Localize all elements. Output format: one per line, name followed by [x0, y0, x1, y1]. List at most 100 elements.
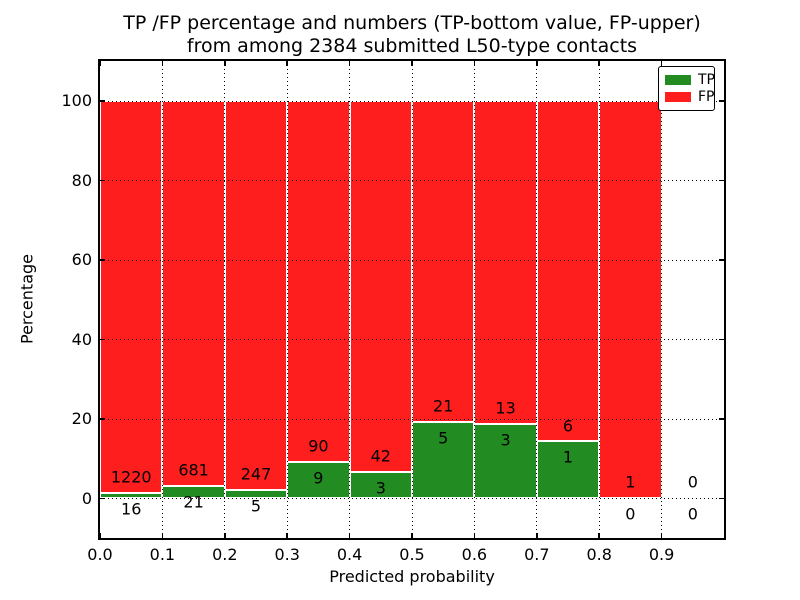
x-tick-label: 0.9 — [648, 545, 675, 564]
legend-item-fp: FP — [665, 90, 715, 104]
x-tick-label: 0.4 — [336, 545, 363, 564]
y-gridline — [100, 259, 724, 261]
plot-area: 1220 16 681 21 247 5 90 9 42 3 21 5 13 3 6 1 1 0 0 0 — [98, 59, 726, 540]
fp-count-label: 21 — [433, 396, 454, 416]
fp-count-label: 42 — [370, 446, 391, 466]
tp-count-label: 5 — [438, 428, 449, 448]
x-gridline — [661, 61, 663, 538]
fp-count-label: 1 — [625, 472, 636, 492]
y-tick-label: 80 — [71, 170, 92, 190]
legend-label-tp: TP — [698, 71, 715, 88]
x-tickmark-top — [348, 61, 351, 66]
x-tickmark-top — [411, 61, 413, 66]
y-tickmark-left — [100, 100, 105, 102]
x-tick-label: 0.1 — [149, 545, 176, 564]
x-gridline — [536, 61, 538, 538]
bar-segment-tp — [412, 421, 475, 499]
bar-segment-fp — [412, 100, 475, 422]
tp-count-label: 5 — [250, 496, 262, 516]
bar-segment-tp — [536, 441, 600, 499]
y-gridline — [100, 498, 724, 500]
bar-segment-fp — [224, 100, 288, 491]
y-tickmark-left — [100, 338, 105, 340]
y-gridline — [100, 180, 724, 182]
x-tickmark-top — [536, 61, 538, 66]
x-tick-label: 0.5 — [399, 545, 425, 564]
x-tick-label: 0.6 — [461, 545, 488, 564]
x-tickmark-top — [286, 61, 288, 66]
chart-title: TP /FP percentage and numbers (TP-bottom… — [100, 12, 724, 58]
y-tickmark-right — [719, 259, 724, 261]
y-tick-label: 20 — [71, 409, 92, 429]
x-tick-label: 0.8 — [586, 545, 612, 564]
x-tickmark-top — [660, 61, 663, 66]
tp-count-label: 3 — [500, 430, 511, 450]
x-tickmark-top — [99, 61, 101, 66]
y-tickmark-left — [100, 497, 105, 499]
tp-count-label: 9 — [313, 468, 324, 488]
legend: TP FP — [658, 66, 715, 111]
x-tickmark-top — [598, 61, 600, 66]
fp-count-label: 0 — [687, 472, 698, 492]
y-gridline — [100, 418, 724, 420]
y-tickmark-right — [719, 418, 724, 420]
x-tickmark-bottom — [161, 533, 164, 538]
x-tickmark-bottom — [660, 533, 663, 538]
tp-count-label: 3 — [375, 478, 386, 498]
x-tick-label: 0.0 — [87, 545, 113, 564]
chart-title-line1: TP /FP percentage and numbers (TP-bottom… — [123, 12, 701, 34]
bar-segment-tp — [474, 423, 537, 499]
bar-segment-fp — [349, 100, 412, 472]
x-tickmark-bottom — [348, 533, 351, 538]
y-tick-label: 0 — [81, 488, 92, 508]
bar-segment-tp — [349, 471, 412, 499]
bar-segment-tp — [100, 493, 163, 499]
tp-count-label: 0 — [687, 504, 698, 524]
x-gridline — [598, 61, 600, 538]
y-tick-label: 40 — [71, 329, 92, 349]
fp-count-label: 90 — [308, 436, 329, 456]
x-axis-label: Predicted probability — [329, 567, 495, 586]
y-tickmark-left — [100, 418, 105, 420]
chart-title-line2: from among 2384 submitted L50-type conta… — [186, 35, 638, 57]
bar-segment-tp — [162, 486, 225, 499]
x-tickmark-top — [473, 61, 476, 66]
y-gridline — [100, 339, 724, 341]
bar-segment-fp — [162, 100, 225, 487]
bar-segment-tp — [224, 490, 288, 499]
y-tickmark-right — [719, 179, 724, 181]
x-tick-label: 0.3 — [274, 545, 300, 564]
fp-color-swatch — [665, 92, 691, 103]
tp-count-label: 21 — [183, 492, 204, 512]
x-tickmark-top — [161, 61, 164, 66]
y-tickmark-left — [100, 259, 105, 261]
bar-segment-fp — [100, 100, 163, 494]
y-tickmark-right — [719, 100, 724, 102]
legend-label-fp: FP — [698, 89, 715, 106]
x-gridline — [224, 61, 226, 538]
bar-segment-fp — [536, 100, 600, 442]
y-tickmark-right — [719, 338, 724, 340]
tp-count-label: 16 — [121, 499, 142, 519]
x-tickmark-bottom — [99, 533, 101, 538]
fp-count-label: 1220 — [110, 467, 152, 487]
x-gridline — [286, 61, 288, 538]
bar-segment-tp — [287, 462, 350, 499]
y-gridline — [100, 100, 724, 102]
y-tickmark-right — [719, 497, 724, 499]
fp-count-label: 247 — [240, 464, 272, 484]
y-tick-label: 100 — [61, 91, 92, 111]
x-tick-label: 0.7 — [524, 545, 550, 564]
x-gridline — [161, 61, 163, 538]
fp-count-label: 6 — [562, 416, 574, 436]
x-tickmark-bottom — [536, 533, 538, 538]
x-tickmark-bottom — [411, 533, 413, 538]
tp-count-label: 0 — [625, 504, 636, 524]
bar-segment-fp — [474, 100, 537, 424]
y-tick-label: 60 — [71, 250, 92, 270]
x-tickmark-bottom — [224, 533, 226, 538]
x-gridline — [411, 61, 413, 538]
tp-color-swatch — [665, 74, 691, 85]
bar-segment-fp — [287, 100, 350, 463]
bar-segment-fp — [599, 100, 662, 499]
